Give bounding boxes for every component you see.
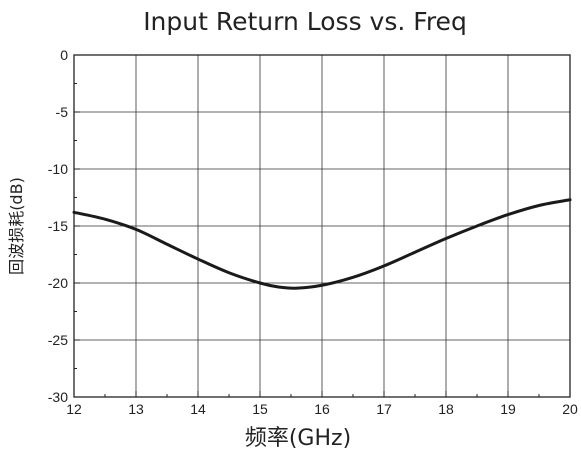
x-tick-labels: 12 13 14 15 16 17 18 19 20 [66, 401, 578, 417]
y-tick-label: -25 [48, 332, 68, 348]
axis-ticks [73, 54, 571, 398]
x-tick-label: 16 [314, 401, 330, 417]
x-tick-label: 20 [562, 401, 578, 417]
x-axis-label: 频率(GHz) [245, 426, 351, 451]
x-tick-label: 18 [438, 401, 454, 417]
y-tick-label: -30 [48, 389, 68, 405]
x-tick-label: 15 [252, 401, 268, 417]
return-loss-line [72, 198, 572, 290]
y-tick-labels: 0 -5 -10 -15 -20 -25 -30 [48, 47, 68, 405]
x-tick-label: 19 [500, 401, 516, 417]
y-axis-label: 回波损耗(dB) [7, 177, 26, 275]
grid-lines [73, 54, 571, 398]
x-tick-label: 14 [190, 401, 206, 417]
y-tick-label: -20 [48, 275, 68, 291]
y-tick-label: -15 [48, 218, 68, 234]
y-tick-label: -5 [56, 104, 69, 120]
x-tick-label: 13 [128, 401, 144, 417]
chart-title: Input Return Loss vs. Freq [143, 7, 467, 36]
x-tick-label: 17 [376, 401, 392, 417]
y-tick-label: 0 [60, 47, 68, 63]
y-tick-label: -10 [48, 161, 68, 177]
x-tick-label: 12 [66, 401, 82, 417]
